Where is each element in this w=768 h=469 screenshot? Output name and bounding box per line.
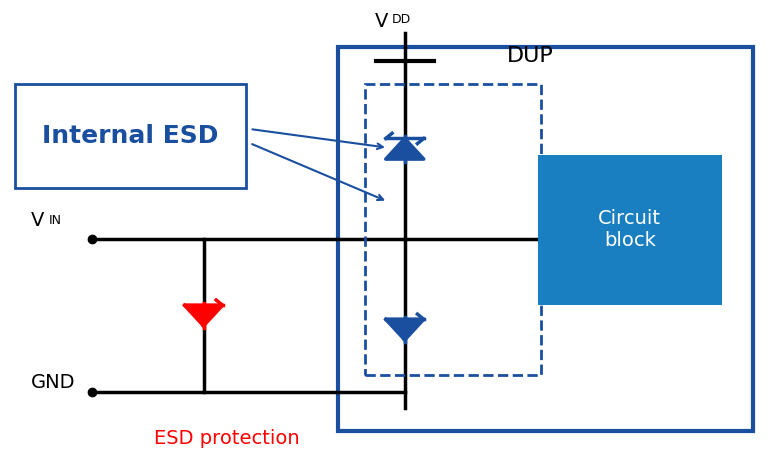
Polygon shape bbox=[386, 319, 424, 340]
Polygon shape bbox=[386, 138, 424, 159]
Bar bbox=[538, 155, 722, 305]
Text: V: V bbox=[31, 211, 44, 230]
Text: DD: DD bbox=[392, 13, 411, 26]
Text: ESD protection: ESD protection bbox=[154, 429, 300, 448]
Bar bbox=[338, 47, 753, 431]
Text: Circuit
block: Circuit block bbox=[598, 209, 661, 250]
Text: V: V bbox=[375, 12, 388, 30]
Polygon shape bbox=[184, 305, 223, 326]
Text: DUP: DUP bbox=[507, 46, 553, 66]
Bar bbox=[365, 84, 541, 375]
Bar bbox=[15, 84, 246, 188]
Text: GND: GND bbox=[31, 373, 75, 392]
Text: IN: IN bbox=[49, 214, 62, 227]
Text: Internal ESD: Internal ESD bbox=[42, 124, 219, 148]
